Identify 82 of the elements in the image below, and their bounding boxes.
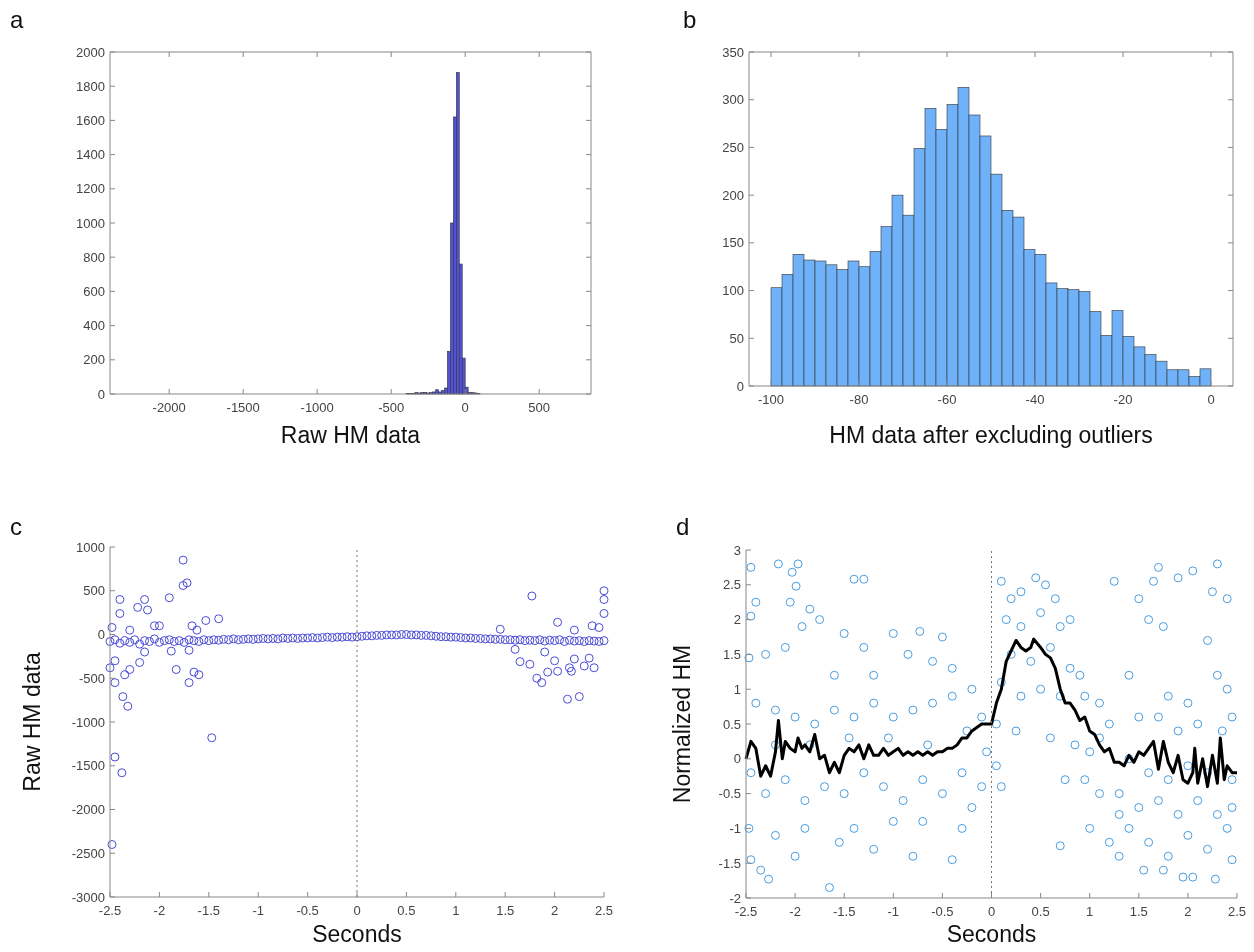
y-tick-label: -500 [78,670,105,686]
chart-title: a [10,6,24,33]
x-tick-label: 2.5 [1227,904,1247,919]
x-tick-label: 1 [452,903,460,918]
x-axis-title: Seconds [312,921,402,947]
x-tick-label: 0 [353,903,361,918]
y-tick-label: 2000 [76,44,105,60]
x-tick-label: -2.5 [734,904,758,919]
x-tick-label: -1000 [300,400,334,415]
y-tick-label: -1 [729,820,741,836]
y-tick-label: 150 [722,235,744,251]
x-tick-label: -100 [757,392,785,407]
x-tick-label: -2 [789,904,801,919]
x-tick-label: 0 [461,400,469,415]
y-tick-label: 400 [83,318,105,334]
x-axis-title: Raw HM data [280,422,421,448]
y-tick-label: 1000 [76,215,105,231]
x-tick-label: -2000 [152,400,186,415]
x-tick-label: -2 [153,903,166,918]
chart-title: b [683,6,697,33]
x-tick-label: -1500 [226,400,260,415]
y-tick-label: 600 [83,283,105,299]
y-tick-label: 3 [733,542,741,558]
y-tick-label: 200 [83,352,105,368]
y-axis-title: Normalized HM [669,644,695,804]
y-tick-label: 200 [722,187,744,203]
y-tick-label: 0 [733,751,741,767]
y-tick-label: 100 [722,283,744,299]
x-axis-title: HM data after excluding outliers [829,422,1153,448]
x-tick-label: -20 [1113,392,1133,407]
x-tick-label: 1 [1086,904,1094,919]
x-tick-label: -2.5 [98,903,122,918]
x-tick-label: -1 [252,903,264,918]
x-tick-label: -0.5 [296,903,319,918]
x-tick-label: 0.5 [1031,904,1050,919]
chart-title: d [676,513,690,540]
x-tick-label: 1.5 [496,903,515,918]
y-tick-label: 50 [729,330,744,346]
y-tick-label: -0.5 [718,786,741,802]
y-tick-label: 1.5 [722,646,741,662]
x-tick-label: -40 [1025,392,1045,407]
y-tick-label: 300 [722,92,744,108]
x-tick-label: -500 [378,400,405,415]
y-tick-label: -1000 [71,714,105,730]
y-tick-label: -2500 [71,845,105,861]
x-tick-label: 2 [1184,904,1192,919]
y-tick-label: 0 [97,627,105,643]
x-tick-label: 1.5 [1129,904,1148,919]
y-tick-label: -2 [729,890,741,906]
x-tick-label: -80 [849,392,869,407]
y-tick-label: 1800 [76,78,105,94]
y-tick-label: 250 [722,139,744,155]
x-tick-label: 0 [1207,392,1215,407]
x-tick-label: 2 [550,903,559,918]
y-tick-label: -1.5 [718,855,741,871]
y-tick-label: -1500 [71,758,105,774]
y-tick-label: 0.5 [722,716,741,732]
chart-title: c [10,513,22,540]
y-tick-label: 2 [733,612,741,628]
y-tick-label: -2000 [71,802,105,818]
y-tick-label: 1400 [76,147,105,163]
y-tick-label: 1200 [76,181,105,197]
y-tick-label: 1 [733,681,741,697]
x-tick-label: -1.5 [833,904,856,919]
y-tick-label: 500 [83,583,105,599]
x-tick-label: 2.5 [594,903,614,918]
y-tick-label: 2.5 [722,577,741,593]
x-tick-label: -0.5 [931,904,954,919]
y-tick-label: 1000 [76,539,105,555]
y-tick-label: 1600 [76,112,105,128]
y-tick-label: 0 [736,378,744,394]
x-axis-title: Seconds [946,921,1037,947]
y-tick-label: 800 [83,249,105,265]
x-tick-label: 0.5 [397,903,416,918]
x-tick-label: 500 [528,400,551,415]
x-tick-label: -60 [937,392,957,407]
x-tick-label: 0 [987,904,996,919]
x-tick-label: -1.5 [197,903,220,918]
y-axis-title: Raw HM data [19,652,45,792]
x-tick-label: -1 [887,904,900,919]
y-tick-label: 350 [722,44,744,60]
y-tick-label: -3000 [71,889,105,905]
